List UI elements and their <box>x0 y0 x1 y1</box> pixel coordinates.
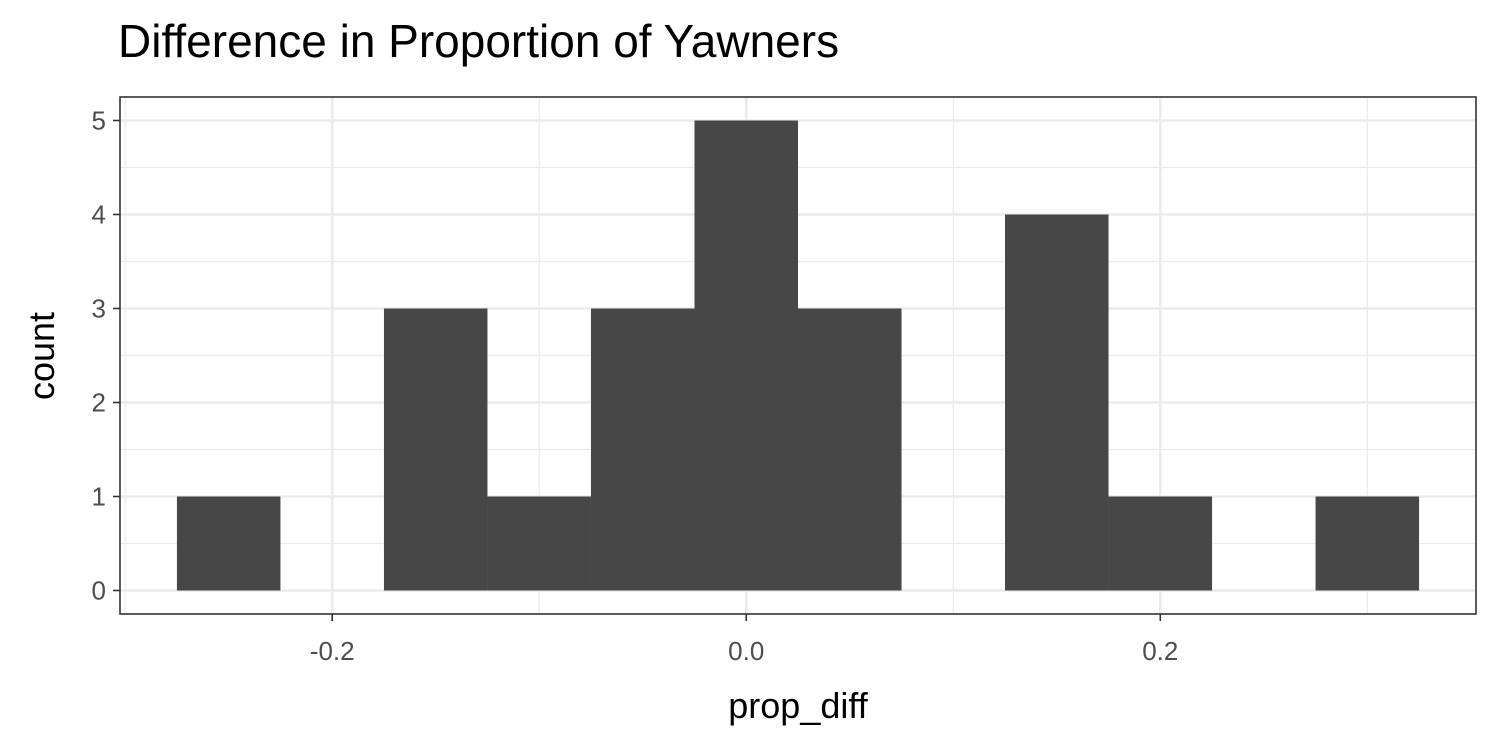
y-tick-label: 2 <box>92 388 106 418</box>
x-tick-label: 0.0 <box>728 636 764 666</box>
y-tick-label: 4 <box>92 200 106 230</box>
chart-title: Difference in Proportion of Yawners <box>118 15 840 67</box>
histogram-bar <box>487 496 591 591</box>
histogram-bar <box>798 308 902 591</box>
histogram-bar <box>1315 496 1420 591</box>
histogram-bar <box>383 308 488 591</box>
y-tick-label: 0 <box>92 576 106 606</box>
x-tick-label: -0.2 <box>310 636 355 666</box>
histogram-bar <box>1005 214 1109 591</box>
y-tick-label: 5 <box>92 106 106 136</box>
x-tick-label: 0.2 <box>1142 636 1178 666</box>
x-axis-title: prop_diff <box>728 685 868 726</box>
histogram-bar <box>694 120 798 591</box>
histogram-bar <box>176 496 281 591</box>
y-tick-label: 3 <box>92 294 106 324</box>
histogram-bar <box>590 308 695 591</box>
histogram-bar <box>1108 496 1213 591</box>
y-axis-title: count <box>21 312 62 400</box>
bars <box>176 120 1420 591</box>
panel-border <box>119 96 1477 615</box>
y-axis: 0 1 2 3 4 5 <box>92 106 120 606</box>
y-tick-label: 1 <box>92 482 106 512</box>
x-axis: -0.2 0.0 0.2 <box>310 614 1178 666</box>
